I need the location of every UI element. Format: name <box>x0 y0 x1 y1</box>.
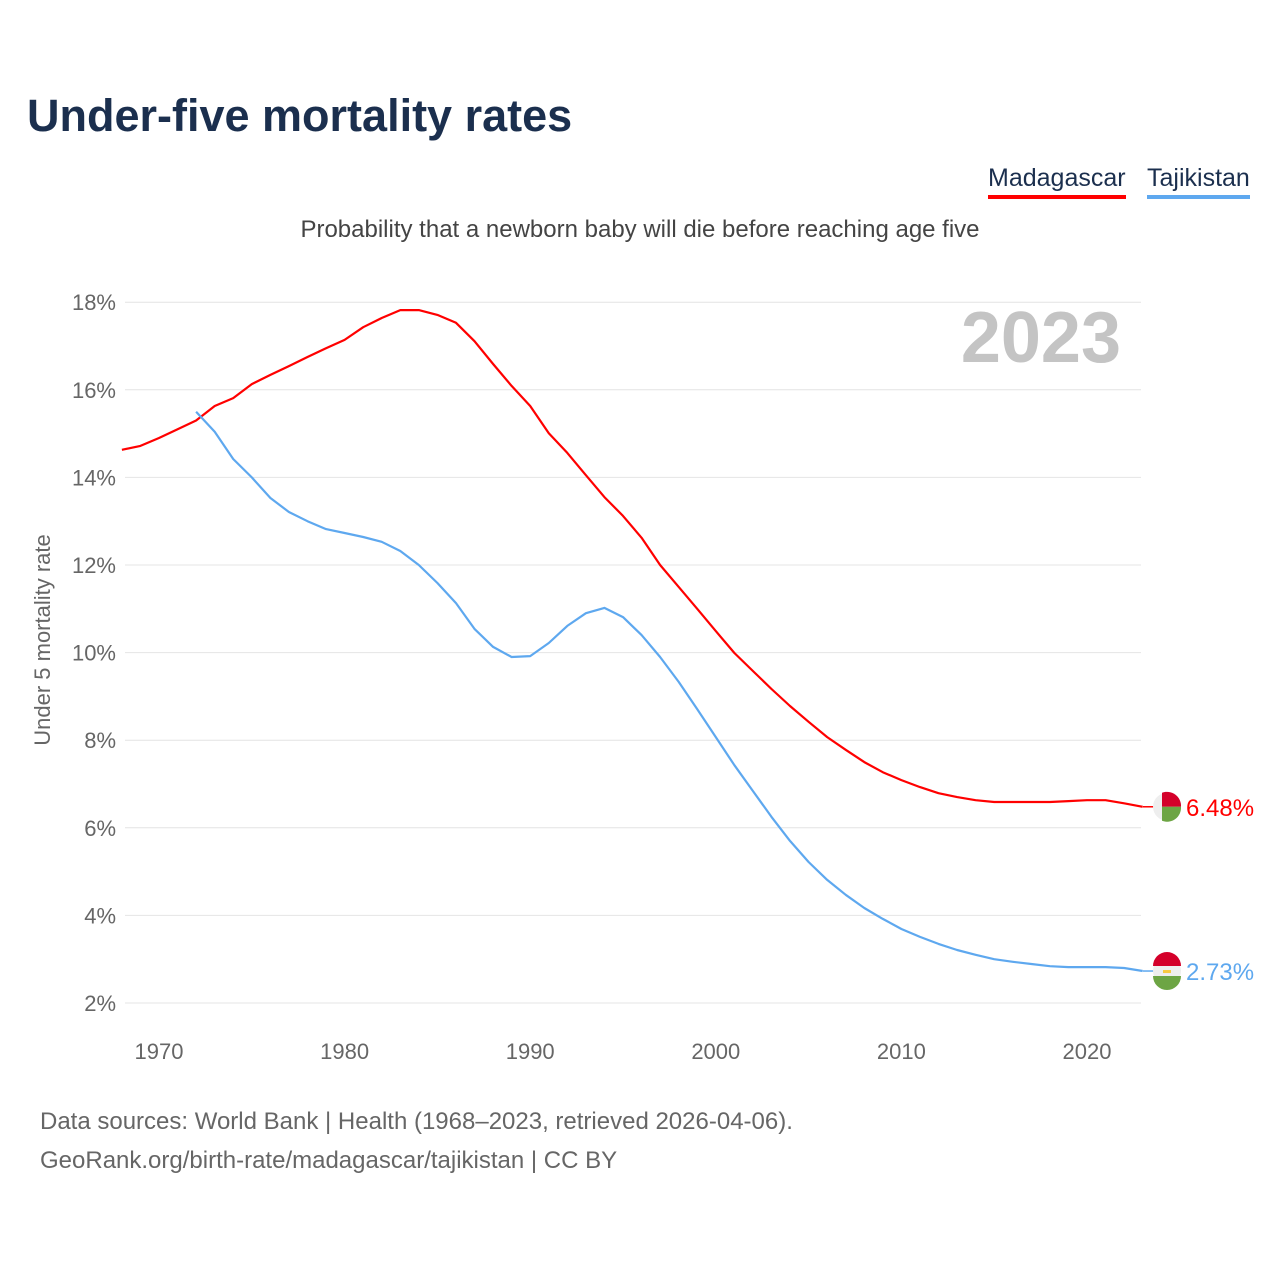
legend-tajikistan[interactable]: Tajikistan <box>1147 164 1250 199</box>
chart-subtitle: Probability that a newborn baby will die… <box>300 216 980 243</box>
y-tick-label: 14% <box>72 465 116 490</box>
flag-icon-red <box>1153 952 1181 967</box>
end-value-label: 6.48% <box>1186 795 1254 822</box>
x-tick-label: 1970 <box>135 1039 184 1064</box>
data-sources: Data sources: World Bank | Health (1968–… <box>40 1108 793 1135</box>
y-tick-label: 12% <box>72 553 116 578</box>
y-tick-label: 10% <box>72 641 116 666</box>
series-line-madagascar <box>121 309 1143 808</box>
page-title: Under-five mortality rates <box>27 90 573 141</box>
y-tick-label: 16% <box>72 378 116 403</box>
y-tick-label: 4% <box>84 903 116 928</box>
end-value-label: 2.73% <box>1186 959 1254 986</box>
x-tick-label: 1990 <box>506 1039 555 1064</box>
flag-icon-green <box>1162 806 1182 822</box>
x-tick-label: 2000 <box>691 1039 740 1064</box>
flag-icon-crown <box>1163 970 1171 974</box>
y-tick-label: 2% <box>84 991 116 1016</box>
series-line-tajikistan <box>195 410 1143 973</box>
x-tick-label: 1980 <box>320 1039 369 1064</box>
flag-icon-green <box>1153 976 1181 991</box>
flag-icon-red <box>1162 791 1182 807</box>
legend-madagascar[interactable]: Madagascar <box>988 164 1126 199</box>
year-label: 2023 <box>961 298 1121 378</box>
source-link[interactable]: GeoRank.org/birth-rate/madagascar/tajiki… <box>40 1147 618 1174</box>
x-tick-label: 2010 <box>877 1039 926 1064</box>
y-tick-label: 6% <box>84 816 116 841</box>
y-tick-label: 8% <box>84 728 116 753</box>
y-tick-label: 18% <box>72 290 116 315</box>
x-tick-label: 2020 <box>1063 1039 1112 1064</box>
y-axis-label: Under 5 mortality rate <box>30 534 55 746</box>
